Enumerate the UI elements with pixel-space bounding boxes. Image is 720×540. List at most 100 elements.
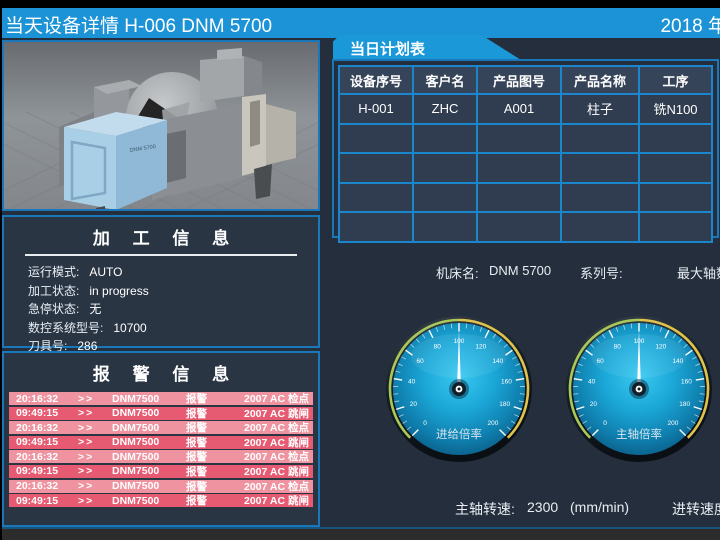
process-field-value: 286 [77, 339, 98, 353]
plan-table-header-row: 设备序号 客户名 产品图号 产品名称 工序 [338, 65, 713, 95]
plan-table-cell [638, 122, 713, 154]
plan-table-cell: 铣N100 [638, 93, 713, 125]
alarm-time: 09:49:15 [16, 436, 59, 449]
gauge-tick-label: 0 [423, 420, 427, 427]
plan-table-row [338, 181, 713, 213]
plan-table-cell [412, 181, 478, 213]
alarm-list: 20:16:32 >> DNM7500 报警 2007 AC 检点 09:49:15 >> D… [9, 392, 313, 508]
feed-override-label: 进给倍率 [436, 427, 482, 441]
plan-table-frame: 设备序号 客户名 产品图号 产品名称 工序 H-001 ZHC A001 柱子 铣N100 [332, 59, 719, 243]
gauge-tick-label: 120 [655, 343, 666, 350]
process-field-row: 数控系统型号: 10700 [28, 319, 318, 338]
alarm-time: 20:16:32 [16, 450, 59, 463]
gauge-tick-label: 40 [408, 379, 416, 386]
plan-table-cell [412, 211, 478, 243]
alarm-code: 2007 AC 检点 [244, 451, 309, 464]
plan-table-row [338, 211, 713, 243]
plan-table-cell [560, 122, 640, 154]
gauge-tick-label: 80 [614, 343, 622, 350]
plan-table-cell [638, 211, 713, 243]
plan-table-cell [412, 152, 478, 184]
alarm-device: DNM7500 [112, 421, 160, 434]
plan-table-cell [560, 181, 640, 213]
process-info-rule [25, 254, 297, 256]
plan-table-cell [338, 152, 414, 184]
alarm-row: 20:16:32 >> DNM7500 报警 2007 AC 检点 [9, 421, 313, 435]
alarm-code: 2007 AC 跳闸 [244, 407, 309, 420]
plan-table-row [338, 122, 713, 154]
title-date: 2018 年 [660, 16, 720, 37]
spindle-speed-unit: (mm/min) [570, 499, 630, 515]
plan-table: 设备序号 客户名 产品图号 产品名称 工序 H-001 ZHC A001 柱子 铣N100 [338, 65, 713, 243]
process-field-value: 无 [89, 302, 102, 316]
plan-table-cell [338, 211, 414, 243]
alarm-arrow: >> [78, 450, 95, 463]
process-field-row: 刀具号: 286 [28, 337, 318, 356]
alarm-time: 09:49:15 [16, 494, 59, 507]
alarm-code: 2007 AC 检点 [244, 480, 309, 493]
plan-table-tab-label: 当日计划表 [350, 41, 426, 58]
process-field-label: 急停状态: [28, 302, 80, 316]
page-title: 当天设备详情 H-006 DNM 5700 [5, 16, 273, 37]
alarm-row: 20:16:32 >> DNM7500 报警 2007 AC 检点 [9, 479, 313, 493]
gauge-tick-label: 140 [672, 358, 683, 365]
plan-table-cell [560, 211, 640, 243]
plan-col-header: 工序 [638, 65, 713, 95]
gauge-tick-label: 20 [590, 401, 598, 408]
gauge-tick-label: 180 [679, 401, 690, 408]
alarm-type: 报警 [186, 495, 207, 508]
process-info-fields: 运行模式: AUTO 加工状态: in progress 急停状态: 无数控系统型号: 10… [28, 263, 318, 356]
serial-number-label: 系列号: [580, 266, 623, 281]
machine-3d-svg: DNM 5700 [0, 42, 385, 221]
plan-table-row: H-001 ZHC A001 柱子 铣N100 [338, 93, 713, 125]
alarm-type: 报警 [186, 436, 207, 449]
alarm-device: DNM7500 [112, 392, 160, 405]
alarm-code: 2007 AC 跳闸 [244, 495, 309, 508]
gauge-tick-label: 140 [492, 358, 503, 365]
alarm-time: 09:49:15 [16, 407, 59, 420]
top-border-strip [0, 0, 720, 8]
plan-table-cell: 柱子 [560, 93, 640, 125]
plan-table-cell: ZHC [412, 93, 478, 125]
gauge-tick-label: 80 [434, 343, 442, 350]
process-field-value: in progress [89, 283, 149, 298]
alarm-arrow: >> [78, 407, 95, 420]
alarm-code: 2007 AC 检点 [244, 393, 309, 405]
plan-table-cell [338, 181, 414, 213]
alarm-type: 报警 [186, 407, 207, 420]
alarm-type: 报警 [186, 480, 207, 493]
process-field-value: AUTO [89, 265, 123, 279]
gauge-tick-label: 180 [499, 401, 510, 408]
plan-table-cell [338, 122, 414, 154]
feed-override-gauge: 020406080100120140160180200进给倍率 [384, 314, 534, 464]
alarm-type: 报警 [186, 393, 207, 405]
alarm-device: DNM7500 [112, 436, 160, 449]
spindle-speed-value: 2300 [527, 499, 559, 515]
plan-table-cell [476, 122, 562, 154]
alarm-device: DNM7500 [112, 450, 160, 463]
alarm-device: DNM7500 [112, 407, 160, 420]
alarm-arrow: >> [78, 494, 95, 507]
title-bar: 当天设备详情 H-006 DNM 5700 2018 年 [2, 8, 720, 38]
gauge-tick-label: 0 [603, 420, 607, 427]
process-info-title: 加 工 信 息 [92, 229, 239, 248]
alarm-info-title: 报 警 信 息 [92, 365, 239, 384]
plan-table-cell: A001 [476, 93, 562, 125]
alarm-arrow: >> [78, 465, 95, 478]
alarm-time: 20:16:32 [16, 480, 59, 493]
alarm-row: 09:49:15 >> DNM7500 报警 2007 AC 跳闸 [9, 494, 313, 508]
alarm-code: 2007 AC 跳闸 [244, 436, 309, 449]
alarm-arrow: >> [78, 392, 95, 405]
left-border-strip [0, 0, 2, 540]
alarm-row: 09:49:15 >> DNM7500 报警 2007 AC 跳闸 [9, 435, 313, 449]
process-field-label: 数控系统型号: [28, 320, 104, 335]
alarm-code: 2007 AC 检点 [244, 422, 309, 435]
gauge-tick-label: 200 [488, 420, 499, 427]
machine-model-label: DNM 5700 [129, 144, 156, 154]
plan-table-cell [560, 152, 640, 184]
plan-col-header: 设备序号 [338, 65, 414, 95]
process-field-value: 10700 [113, 320, 147, 335]
spindle-override-gauge: 020406080100120140160180200主轴倍率 [564, 314, 714, 464]
plan-table-cell [638, 181, 713, 213]
